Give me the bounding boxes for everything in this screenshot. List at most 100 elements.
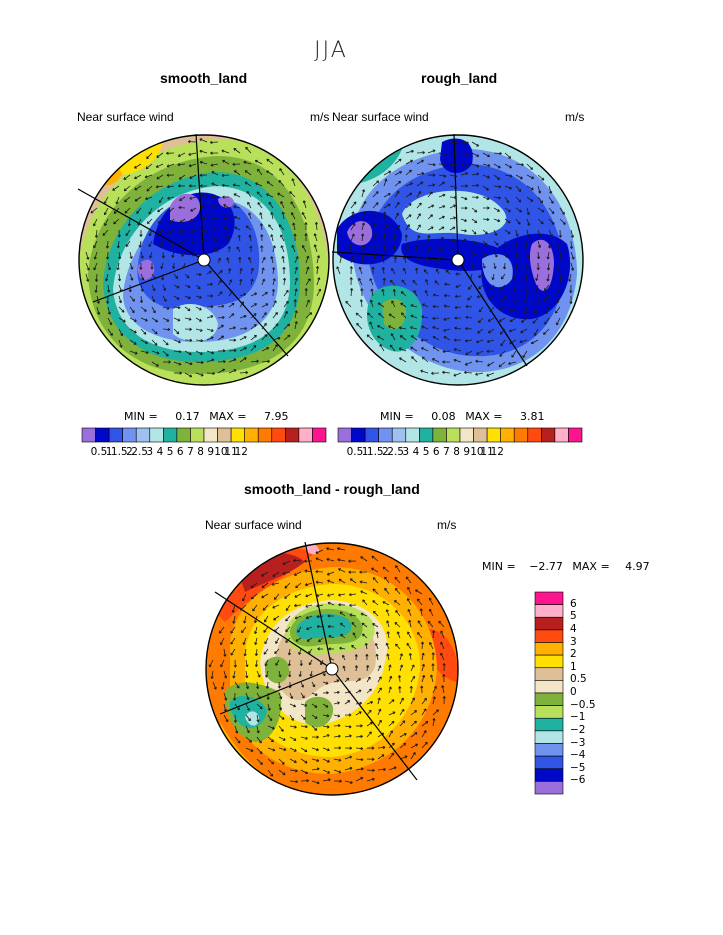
wind-vector <box>103 196 109 205</box>
wind-vector <box>460 163 469 168</box>
wind-vector <box>350 223 356 231</box>
wind-vector <box>442 663 446 672</box>
wind-vector <box>410 675 416 683</box>
wind-vector <box>366 709 372 716</box>
wind-vector <box>398 326 407 330</box>
colorbar-swatch <box>534 692 564 706</box>
wind-vector <box>306 626 313 631</box>
wind-vector <box>427 214 433 220</box>
wind-vector <box>504 185 512 190</box>
wind-vector <box>294 321 298 330</box>
wind-vector <box>416 224 421 231</box>
wind-vector <box>431 371 440 375</box>
wind-vector <box>113 207 120 214</box>
wind-vector <box>410 664 415 672</box>
colorbar-swatch <box>486 427 501 443</box>
wind-vector <box>344 690 351 694</box>
max-label: MAX = <box>572 560 610 573</box>
wind-vector <box>360 556 368 562</box>
wind-vector <box>250 278 254 286</box>
wind-vector <box>129 273 134 281</box>
wind-vector <box>427 235 431 242</box>
wind-vector <box>355 711 362 716</box>
wind-vector <box>453 358 462 363</box>
wind-vector <box>239 293 247 297</box>
wind-vector <box>245 659 249 668</box>
wind-vector <box>134 163 142 169</box>
wind-vector <box>155 185 164 189</box>
wind-vector <box>340 633 346 639</box>
wind-vector <box>300 703 308 707</box>
wind-vector <box>316 255 320 264</box>
wind-vector <box>168 207 175 212</box>
colorbar-tick-label: 2 <box>570 648 577 661</box>
wind-vector <box>421 347 429 352</box>
wind-vector <box>118 317 126 323</box>
wind-vector <box>382 211 387 220</box>
wind-vector <box>398 686 402 694</box>
wind-vector <box>416 235 421 242</box>
colorbar-swatch <box>351 427 366 443</box>
wind-vector <box>302 200 307 209</box>
wind-vector <box>515 251 519 259</box>
wind-vector <box>460 218 467 222</box>
wind-vector <box>248 256 252 264</box>
wind-vector <box>210 151 219 155</box>
wind-vector <box>206 294 214 298</box>
wind-vector <box>107 284 111 293</box>
wind-vector <box>504 163 512 169</box>
wind-vector <box>471 229 477 235</box>
wind-vector <box>533 328 539 336</box>
wind-vector <box>521 317 528 323</box>
wind-vector <box>282 266 286 274</box>
wind-vector <box>278 725 284 732</box>
colorbar-swatch <box>203 427 218 443</box>
colorbar-swatch <box>534 680 564 694</box>
wind-vector <box>173 305 181 310</box>
colorbar-tick-label: 9 <box>207 446 215 458</box>
wind-vector <box>199 149 208 154</box>
wind-vector <box>240 604 247 611</box>
wind-vector <box>432 709 439 716</box>
wind-vector <box>478 284 484 290</box>
max-label: MAX = <box>465 410 503 423</box>
wind-vector <box>502 262 507 270</box>
wind-vector <box>500 339 506 347</box>
wind-vector <box>245 692 250 701</box>
wind-vector <box>289 769 298 773</box>
wind-vector <box>471 207 478 213</box>
wind-vector <box>294 603 302 608</box>
colorbar-tick-label: 6 <box>176 446 184 458</box>
wind-vector <box>464 370 473 375</box>
wind-vector <box>333 714 341 718</box>
wind-vector <box>210 670 214 679</box>
wind-vector <box>404 234 408 242</box>
wind-vector <box>377 665 382 672</box>
wind-vector <box>177 162 186 167</box>
wind-vector <box>388 742 395 749</box>
wind-vector <box>526 207 530 216</box>
wind-vector <box>85 262 90 271</box>
wind-vector <box>350 211 355 220</box>
wind-vector <box>116 262 120 271</box>
wind-vector <box>322 691 329 695</box>
wind-vector <box>407 586 412 595</box>
wind-vector <box>211 182 219 187</box>
wind-vector <box>454 294 462 299</box>
wind-vector <box>405 214 412 220</box>
wind-vector <box>151 339 158 346</box>
wind-vector <box>140 339 148 344</box>
wind-vector <box>432 718 436 727</box>
max-value: 7.95 <box>263 410 289 423</box>
wind-vector <box>140 317 148 322</box>
wind-vector <box>535 284 539 292</box>
wind-vector <box>513 284 517 292</box>
wind-vector <box>294 256 299 264</box>
wind-vector <box>140 284 144 292</box>
wind-vector <box>460 172 469 176</box>
wind-vector <box>261 582 269 588</box>
wind-vector <box>223 226 230 231</box>
wind-vector <box>359 580 368 584</box>
wind-vector <box>493 163 501 169</box>
wind-vector <box>513 295 518 303</box>
